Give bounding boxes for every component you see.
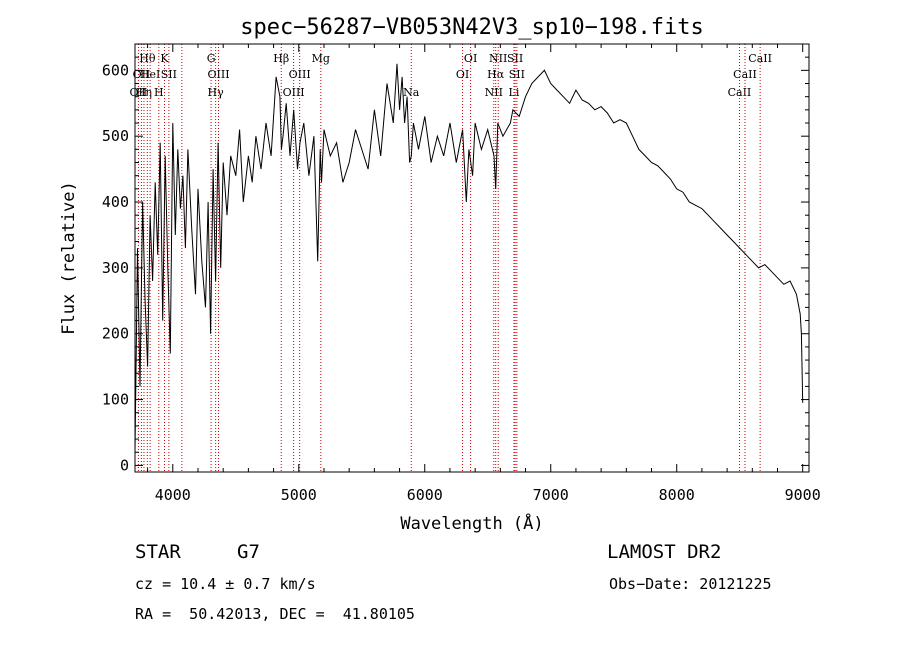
marker-label-14: OIII — [289, 68, 311, 81]
marker-label-4: HeI — [140, 68, 160, 81]
marker-label-25: CaII — [728, 86, 752, 99]
marker-label-10: Hγ — [208, 86, 225, 99]
axis-ticks: 4000 5000 6000 7000 8000 9000 0 100 200 300 400 500… — [102, 44, 821, 504]
plot-frame — [134, 43, 810, 473]
y-tick-label-0: 0 — [120, 456, 129, 474]
chart-title: spec−56287−VB053N42V3_sp10−198.fits — [240, 15, 704, 40]
y-tick-label-5: 500 — [102, 127, 129, 145]
y-tick-label-6: 600 — [102, 61, 129, 79]
marker-label-9: G — [207, 52, 216, 65]
emission-line-markers: OIIOIIHηHθHeIHKSIIGHγOIIIHβOIIIOIIIMgNaO… — [130, 44, 772, 472]
x-tick-label-4: 8000 — [659, 486, 695, 504]
marker-label-20: Hα — [487, 68, 505, 81]
marker-label-18: OI — [464, 52, 477, 65]
marker-label-13: OIII — [283, 86, 305, 99]
marker-label-22: Li — [509, 86, 520, 99]
y-tick-label-2: 200 — [102, 325, 129, 343]
y-tick-label-4: 400 — [102, 193, 129, 211]
x-tick-label-3: 7000 — [533, 486, 569, 504]
object-subclass: G7 — [237, 541, 260, 563]
survey-name: LAMOST DR2 — [607, 541, 722, 563]
marker-label-7: SII — [161, 68, 177, 81]
marker-label-6: K — [160, 52, 169, 65]
spectrum-line — [134, 63, 804, 453]
x-tick-label-1: 5000 — [281, 486, 317, 504]
marker-label-21: NII — [489, 52, 507, 65]
marker-label-27: CaII — [748, 52, 772, 65]
marker-label-12: Hβ — [273, 52, 289, 65]
marker-label-16: Na — [403, 86, 420, 99]
marker-label-15: Mg — [312, 52, 330, 65]
x-tick-label-2: 6000 — [407, 486, 443, 504]
marker-label-5: H — [154, 86, 164, 99]
marker-label-26: CaII — [733, 68, 757, 81]
y-tick-label-1: 100 — [102, 391, 129, 409]
object-class: STAR — [135, 541, 181, 563]
marker-label-1: OII — [133, 68, 151, 81]
marker-label-24: SII — [509, 68, 525, 81]
marker-label-23: SII — [507, 52, 523, 65]
x-tick-label-5: 9000 — [785, 486, 821, 504]
y-axis-label: Flux (relative) — [59, 181, 79, 335]
marker-label-0: OII — [130, 86, 148, 99]
marker-label-19: NII — [485, 86, 503, 99]
marker-label-17: OI — [456, 68, 469, 81]
x-axis-label: Wavelength (Å) — [400, 512, 543, 534]
marker-label-11: OIII — [207, 68, 229, 81]
y-tick-label-3: 300 — [102, 259, 129, 277]
marker-label-3: Hθ — [139, 52, 156, 65]
x-tick-label-0: 4000 — [155, 486, 191, 504]
obs-date: Obs−Date: 20121225 — [609, 575, 772, 593]
marker-label-2: Hη — [136, 86, 152, 99]
redshift-text: cz = 10.4 ± 0.7 km/s — [135, 575, 316, 593]
coordinates: RA = 50.42013, DEC = 41.80105 — [135, 605, 415, 623]
